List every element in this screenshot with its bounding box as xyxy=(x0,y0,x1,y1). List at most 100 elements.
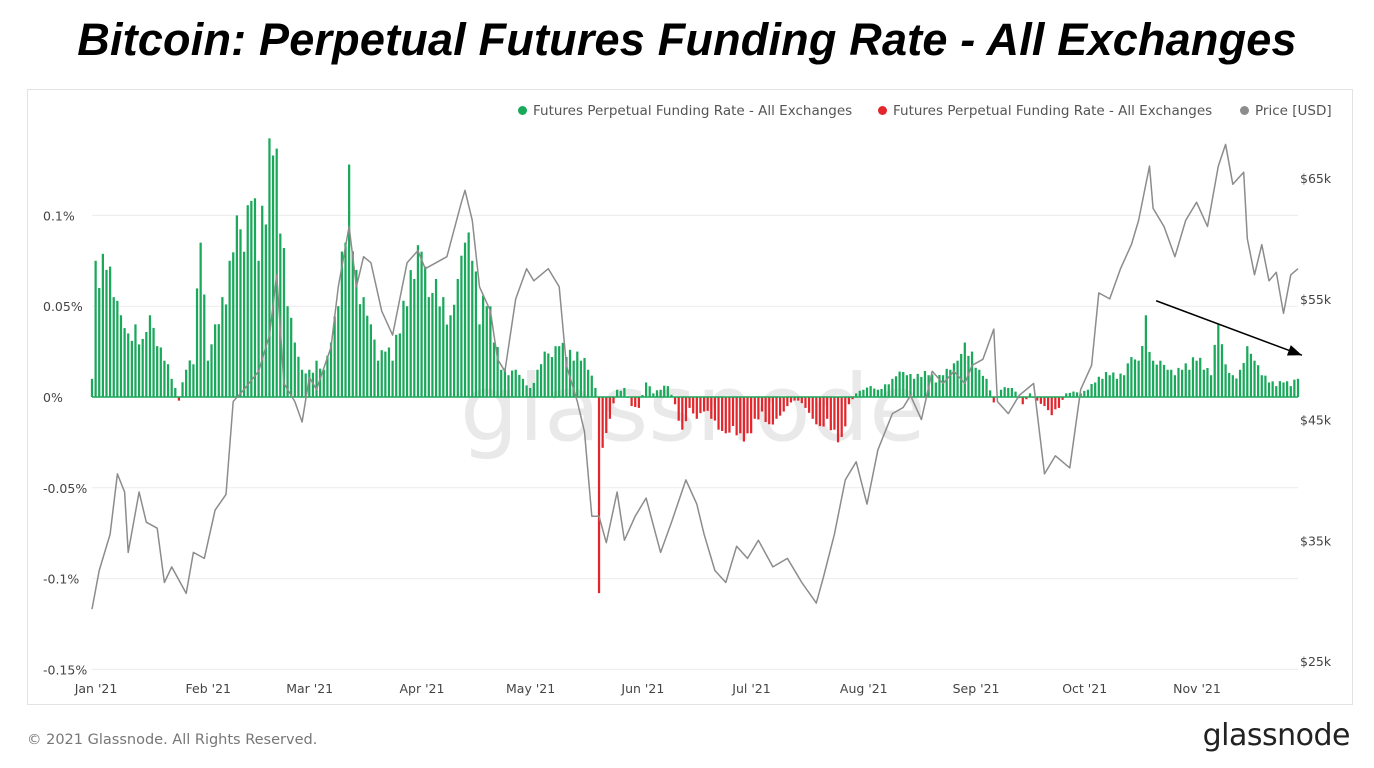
legend-item-price[interactable]: Price [USD] xyxy=(1240,103,1332,119)
funding-bar xyxy=(453,304,456,397)
funding-bar xyxy=(753,397,756,419)
funding-bar xyxy=(1137,360,1140,397)
funding-bar xyxy=(648,386,651,397)
funding-bar xyxy=(623,387,626,397)
funding-bar xyxy=(1188,369,1191,397)
funding-bar xyxy=(326,355,329,397)
funding-bar xyxy=(673,397,677,405)
funding-bar xyxy=(710,397,713,419)
funding-bar xyxy=(1028,393,1032,397)
funding-bar xyxy=(206,360,210,397)
funding-bar xyxy=(431,293,434,397)
funding-bar xyxy=(869,386,872,397)
funding-bar xyxy=(811,397,814,419)
funding-bar xyxy=(489,306,492,397)
y-left-tick-label: -0.1% xyxy=(43,572,79,587)
funding-bar xyxy=(156,346,159,397)
trend-arrow-line xyxy=(1155,300,1303,356)
legend-item-positive[interactable]: Futures Perpetual Funding Rate - All Exc… xyxy=(518,103,852,119)
funding-bar xyxy=(938,374,941,397)
funding-bar xyxy=(989,390,992,397)
funding-bar xyxy=(137,344,141,397)
funding-bar xyxy=(550,357,554,397)
funding-bar xyxy=(1238,369,1242,397)
funding-bar xyxy=(1083,390,1086,397)
funding-bar xyxy=(329,342,333,397)
funding-bar xyxy=(130,340,133,397)
funding-bar xyxy=(601,397,604,448)
funding-bar xyxy=(1191,357,1195,397)
funding-bar xyxy=(692,397,695,414)
funding-bar xyxy=(1155,364,1158,397)
funding-bar xyxy=(228,260,231,397)
funding-bar xyxy=(434,278,438,397)
funding-bar xyxy=(840,397,843,437)
funding-bar xyxy=(945,368,948,397)
funding-bar xyxy=(981,375,985,397)
funding-bar xyxy=(177,397,181,401)
funding-bar xyxy=(786,397,789,407)
legend-item-negative[interactable]: Futures Perpetual Funding Rate - All Exc… xyxy=(878,103,1212,119)
funding-bar xyxy=(449,315,452,397)
brand-logo: glassnode xyxy=(1202,718,1351,753)
funding-bar xyxy=(460,255,463,397)
funding-bar xyxy=(616,389,619,397)
x-tick-label: Mar '21 xyxy=(286,681,333,696)
funding-bar xyxy=(891,378,894,397)
funding-bar xyxy=(1162,364,1166,397)
funding-bar xyxy=(1173,375,1176,397)
funding-bar xyxy=(1224,364,1227,397)
y-left-tick-label: 0% xyxy=(43,390,63,405)
funding-bar xyxy=(127,333,130,397)
funding-bar xyxy=(319,368,322,397)
funding-bar xyxy=(344,242,347,397)
funding-bar xyxy=(778,397,782,416)
funding-bar xyxy=(978,369,981,397)
funding-bar xyxy=(742,397,746,442)
funding-bar xyxy=(1050,397,1053,416)
funding-bar xyxy=(902,371,905,397)
funding-bar xyxy=(503,368,506,397)
funding-bar xyxy=(894,376,898,397)
funding-bar xyxy=(478,324,481,397)
funding-bar xyxy=(547,353,550,397)
funding-bar xyxy=(1220,344,1224,397)
funding-bar xyxy=(561,342,564,397)
funding-bar xyxy=(677,397,680,421)
funding-bar xyxy=(847,397,851,405)
annotation-layer xyxy=(1155,300,1303,356)
x-tick-label: Jun '21 xyxy=(620,681,664,696)
funding-bar xyxy=(713,397,717,421)
funding-bar xyxy=(1126,363,1129,397)
funding-bar xyxy=(380,350,383,397)
funding-bar xyxy=(1039,397,1042,404)
funding-bar xyxy=(507,375,510,397)
funding-bar xyxy=(1278,381,1282,397)
funding-bar xyxy=(1282,382,1285,397)
funding-bar xyxy=(94,260,97,397)
funding-bar xyxy=(413,278,416,397)
funding-bar xyxy=(514,369,517,397)
funding-bar xyxy=(1271,381,1274,397)
funding-bar xyxy=(800,397,803,404)
funding-bar xyxy=(337,306,340,397)
funding-bar xyxy=(670,394,673,397)
funding-bar xyxy=(1086,389,1090,397)
funding-bar xyxy=(148,315,152,397)
funding-bar xyxy=(543,351,546,397)
funding-bar xyxy=(203,294,206,397)
funding-bar xyxy=(731,397,735,427)
funding-bar xyxy=(257,260,260,397)
funding-bar xyxy=(438,306,441,397)
y-left-tick-label: 0.1% xyxy=(43,208,75,223)
funding-bar xyxy=(181,382,184,397)
funding-bar xyxy=(282,247,286,397)
funding-bar xyxy=(898,371,901,397)
funding-bar xyxy=(844,397,847,427)
funding-bar xyxy=(1231,375,1234,397)
funding-bar xyxy=(920,377,923,397)
funding-bar xyxy=(322,369,325,397)
funding-bar xyxy=(862,389,865,397)
funding-bar xyxy=(351,251,354,397)
legend-dot-price xyxy=(1240,106,1249,115)
